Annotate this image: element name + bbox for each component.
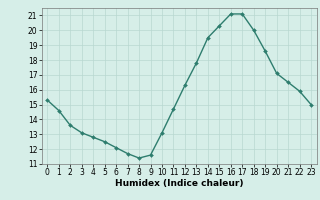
X-axis label: Humidex (Indice chaleur): Humidex (Indice chaleur): [115, 179, 244, 188]
